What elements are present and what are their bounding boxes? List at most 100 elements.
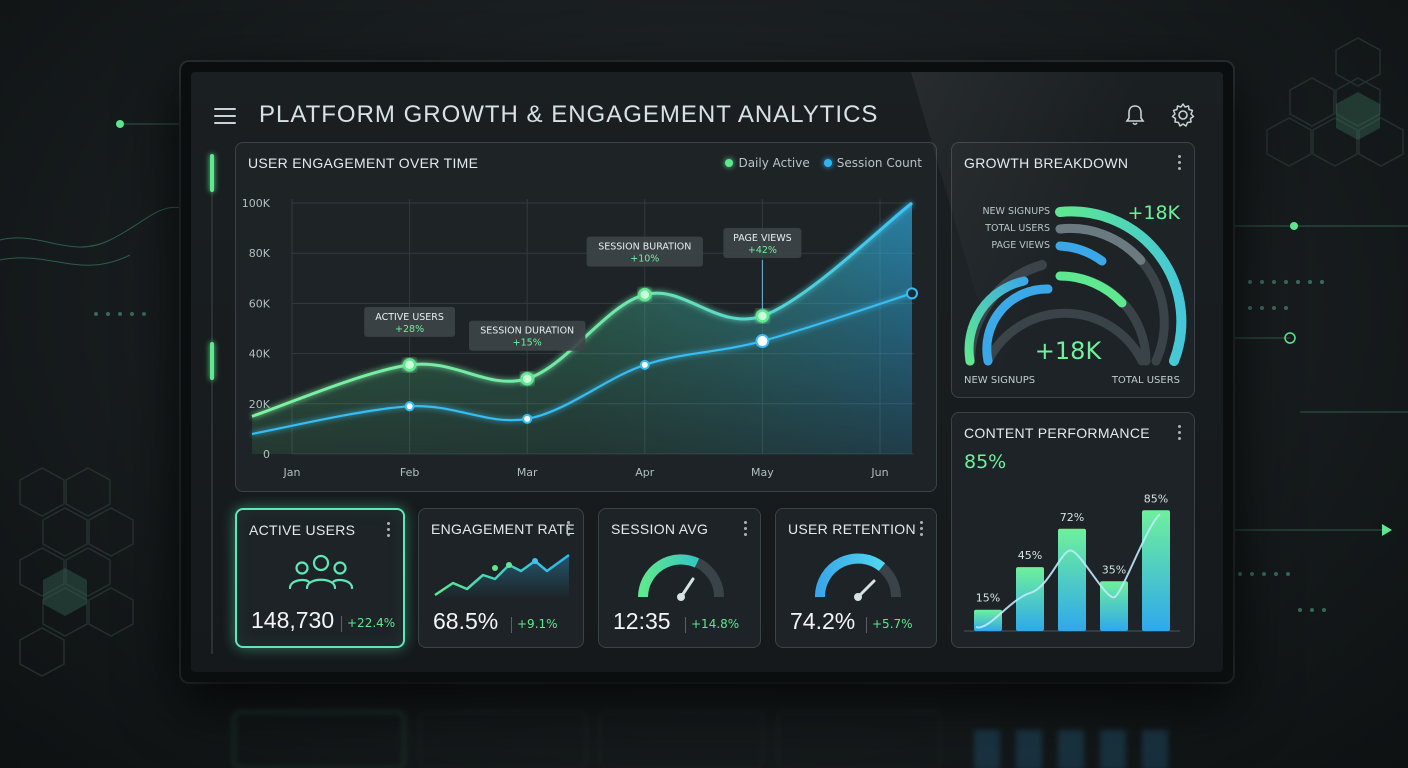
growth-arc-page-views: [1055, 241, 1107, 266]
kpi-separator: [685, 617, 686, 633]
kpi-more-icon[interactable]: [742, 521, 748, 539]
annotation-delta: +28%: [395, 324, 424, 335]
kpi-delta-engagement-rate: +9.1%: [517, 617, 558, 631]
kpi-card-engagement-rate[interactable]: ENGAGEMENT RATE 68.5% +9.1%: [418, 508, 584, 648]
kpi-card-user-retention[interactable]: USER RETENTION 74.2% +5.7%: [775, 508, 937, 648]
x-tick-label: Apr: [635, 466, 655, 479]
chart-annotations: ACTIVE USERS+28% SESSION DURATION+15% SESS…: [364, 227, 802, 351]
kpi-title-active-users: ACTIVE USERS: [249, 522, 356, 538]
growth-more-icon[interactable]: [1176, 155, 1182, 173]
growth-arc-inner-track: [983, 308, 1147, 366]
kpi-delta-user-retention: +5.7%: [872, 617, 913, 631]
growth-center-value: +18K: [1035, 337, 1103, 365]
annotation-delta: +10%: [630, 254, 659, 265]
legend-daily-active[interactable]: Daily Active: [725, 156, 810, 170]
content-bar[interactable]: [974, 609, 1002, 631]
content-bar-label: 85%: [1144, 492, 1168, 505]
y-tick-label: 40K: [249, 348, 271, 361]
point-daily-active: [402, 358, 417, 372]
growth-arc-inner-green: [964, 276, 1029, 366]
content-bar-label: 72%: [1060, 511, 1084, 524]
gauge-icon: [814, 553, 901, 601]
scrollbar-marker[interactable]: [210, 342, 214, 380]
monitor-frame: PLATFORM GROWTH & ENGAGEMENT ANALYTICS U…: [181, 62, 1233, 682]
growth-arc-new-signups: [1055, 206, 1187, 366]
point-session-count-end: [906, 287, 918, 300]
kpi-card-active-users[interactable]: ACTIVE USERS 148,730 +22.4%: [235, 508, 405, 648]
y-tick-label: 60K: [249, 297, 271, 310]
users-icon: [288, 554, 354, 590]
kpi-value-user-retention: 74.2%: [790, 608, 856, 634]
y-tick-label: 0: [263, 448, 270, 461]
y-axis: 0 20K 40K 60K 80K 100K: [242, 197, 271, 461]
kpi-value-engagement-rate: 68.5%: [433, 608, 499, 634]
kpi-value-session-avg: 12:35: [613, 608, 671, 634]
annotation-box: [723, 227, 802, 258]
kpi-more-icon[interactable]: [918, 521, 924, 539]
point-daily-active: [755, 309, 770, 323]
content-bar-label: 15%: [976, 592, 1000, 605]
kpi-separator: [341, 616, 342, 632]
growth-top-value: +18K: [1127, 202, 1180, 224]
chart-series: [251, 201, 918, 454]
annotation-label: SESSION BURATION: [598, 242, 691, 253]
x-tick-label: Feb: [400, 466, 419, 479]
kpi-more-icon[interactable]: [385, 522, 391, 540]
annotation-box: [469, 320, 586, 351]
content-bar-chart: 15% 45% 72% 35% 85%: [964, 492, 1180, 632]
kpi-delta-session-avg: +14.8%: [691, 617, 740, 631]
point-session-count: [522, 413, 533, 424]
legend-session-count[interactable]: Session Count: [823, 156, 922, 170]
growth-title: GROWTH BREAKDOWN: [964, 155, 1129, 171]
content-trend-line: [975, 513, 1161, 629]
kpi-delta-active-users: +22.4%: [347, 616, 396, 630]
content-bar[interactable]: [1142, 510, 1170, 631]
kpi-separator: [511, 617, 512, 633]
growth-right-label: TOTAL USERS: [1111, 375, 1180, 386]
y-tick-label: 100K: [242, 197, 271, 210]
gear-icon[interactable]: [1170, 102, 1196, 128]
y-tick-label: 80K: [249, 247, 271, 260]
annotation-box: [364, 306, 455, 337]
hamburger-menu-icon[interactable]: [214, 108, 236, 124]
point-session-count: [755, 334, 770, 349]
engagement-legend: Daily Active Session Count: [725, 156, 922, 170]
kpi-card-session-avg[interactable]: SESSION AVG 12:35 +14.8%: [598, 508, 761, 648]
content-bar[interactable]: [1016, 567, 1044, 631]
kpi-separator: [866, 617, 867, 633]
point-session-count: [404, 401, 415, 412]
kpi-more-icon[interactable]: [565, 521, 571, 539]
growth-legend-total-users: TOTAL USERS: [984, 223, 1050, 234]
line-session-count: [251, 292, 913, 436]
growth-legend-new-signups: NEW SIGNUPS: [982, 206, 1050, 217]
kpi-title-user-retention: USER RETENTION: [788, 521, 916, 537]
sparkline-icon: [434, 553, 570, 599]
growth-legend-page-views: PAGE VIEWS: [991, 240, 1050, 251]
growth-breakdown-card: GROWTH BREAKDOWN NEW SIGNUPS TOTAL USERS…: [951, 142, 1195, 398]
annotation-box: [586, 236, 703, 267]
bell-icon[interactable]: [1122, 102, 1148, 128]
annotation-delta: +42%: [748, 245, 777, 256]
annotation-label: ACTIVE USERS: [375, 312, 444, 323]
engagement-chart: 0 20K 40K 60K 80K 100K Jan Feb Mar Apr May Jun ACT…: [242, 197, 918, 479]
content-more-icon[interactable]: [1176, 425, 1182, 443]
x-tick-label: Mar: [517, 466, 538, 479]
content-headline: 85%: [964, 451, 1007, 473]
scrollbar-thumb[interactable]: [210, 154, 214, 192]
scrollbar-track[interactable]: [211, 154, 213, 654]
content-bar-label: 45%: [1018, 549, 1042, 562]
monitor-reflection: [233, 711, 1168, 768]
annotation-label: PAGE VIEWS: [733, 233, 792, 244]
x-tick-label: Jun: [870, 466, 888, 479]
legend-session-count-label: Session Count: [836, 156, 922, 170]
content-bar[interactable]: [1058, 528, 1086, 631]
engagement-chart-title: USER ENGAGEMENT OVER TIME: [248, 155, 479, 171]
content-bar-label: 35%: [1102, 563, 1126, 576]
annotation-delta: +15%: [513, 338, 542, 349]
growth-radial-chart: NEW SIGNUPS TOTAL USERS PAGE VIEWS +18K …: [964, 202, 1187, 386]
dashboard-screen: PLATFORM GROWTH & ENGAGEMENT ANALYTICS U…: [191, 72, 1223, 672]
growth-arc-inner-blue: [982, 284, 1053, 366]
y-tick-label: 20K: [249, 398, 271, 411]
point-daily-active: [638, 287, 652, 302]
